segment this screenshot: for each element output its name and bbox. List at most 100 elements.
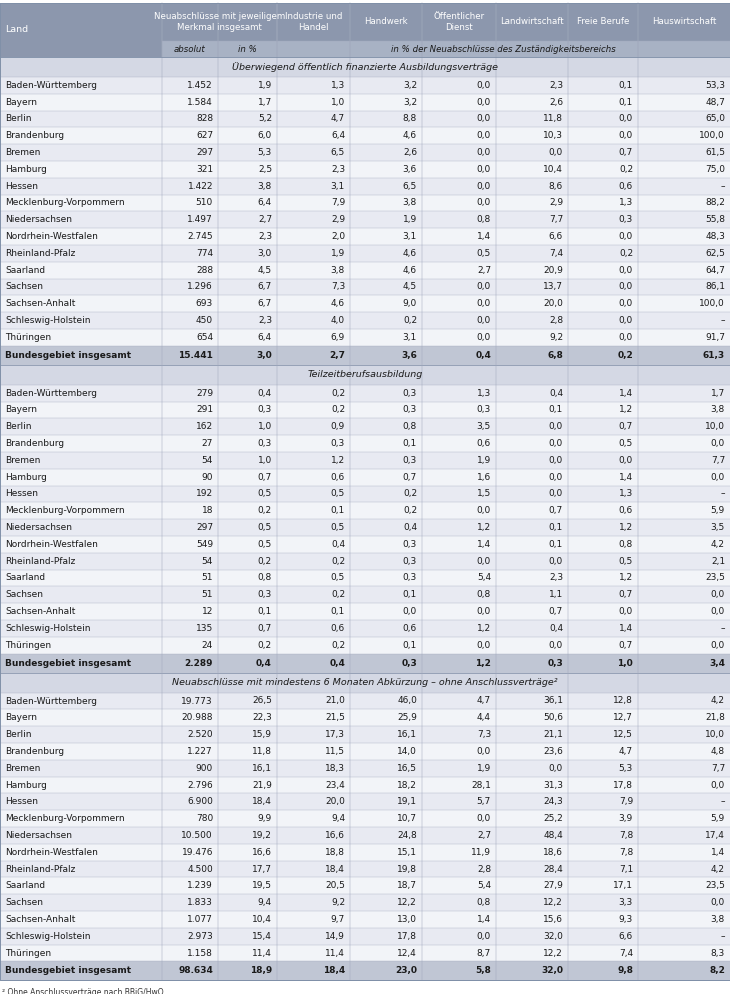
Text: 0,1: 0,1 bbox=[619, 81, 633, 89]
Text: 10,3: 10,3 bbox=[543, 131, 563, 140]
Text: 654: 654 bbox=[196, 333, 213, 342]
Text: 23,4: 23,4 bbox=[326, 780, 345, 789]
Text: 0,0: 0,0 bbox=[477, 81, 491, 89]
Text: 17,4: 17,4 bbox=[705, 831, 725, 840]
Text: 0,5: 0,5 bbox=[619, 557, 633, 566]
Text: 2,8: 2,8 bbox=[477, 865, 491, 874]
Text: Teilzeitberufsausbildung: Teilzeitberufsausbildung bbox=[307, 371, 423, 380]
Text: 510: 510 bbox=[196, 199, 213, 208]
Text: 54: 54 bbox=[201, 456, 213, 465]
Text: 5,4: 5,4 bbox=[477, 574, 491, 582]
Text: 0,1: 0,1 bbox=[549, 523, 563, 532]
Bar bbox=[0, 161, 730, 178]
Text: Hamburg: Hamburg bbox=[5, 780, 47, 789]
Text: 0,2: 0,2 bbox=[619, 248, 633, 257]
Text: 0,0: 0,0 bbox=[477, 282, 491, 291]
Text: Saarland: Saarland bbox=[5, 882, 45, 891]
Text: 10,4: 10,4 bbox=[543, 165, 563, 174]
Text: 1,0: 1,0 bbox=[618, 659, 633, 668]
Text: 0,5: 0,5 bbox=[258, 540, 272, 549]
Text: 0,0: 0,0 bbox=[477, 506, 491, 515]
Text: 3,8: 3,8 bbox=[403, 199, 417, 208]
Text: 5,4: 5,4 bbox=[477, 882, 491, 891]
Text: 90: 90 bbox=[201, 473, 213, 482]
Text: 17,3: 17,3 bbox=[325, 731, 345, 740]
Bar bbox=[0, 911, 730, 927]
Text: 3,6: 3,6 bbox=[401, 351, 417, 360]
Text: 0,0: 0,0 bbox=[549, 473, 563, 482]
Text: 4,7: 4,7 bbox=[331, 114, 345, 123]
Text: 1,0: 1,0 bbox=[258, 422, 272, 431]
Text: 9,4: 9,4 bbox=[331, 814, 345, 823]
Text: Thüringen: Thüringen bbox=[5, 333, 51, 342]
Text: 7,9: 7,9 bbox=[619, 797, 633, 806]
Text: 0,1: 0,1 bbox=[549, 540, 563, 549]
Text: Saarland: Saarland bbox=[5, 265, 45, 274]
Text: 1,0: 1,0 bbox=[331, 97, 345, 106]
Text: –: – bbox=[721, 316, 725, 325]
Text: Nordrhein-Westfalen: Nordrhein-Westfalen bbox=[5, 848, 98, 857]
Text: 0,0: 0,0 bbox=[619, 456, 633, 465]
Text: Schleswig-Holstein: Schleswig-Holstein bbox=[5, 624, 91, 633]
Text: 0,5: 0,5 bbox=[331, 523, 345, 532]
Text: 18,6: 18,6 bbox=[543, 848, 563, 857]
Text: 1,1: 1,1 bbox=[549, 590, 563, 599]
Text: 16,6: 16,6 bbox=[325, 831, 345, 840]
Text: 11,8: 11,8 bbox=[252, 746, 272, 755]
Text: 0,3: 0,3 bbox=[477, 406, 491, 414]
Text: 0,4: 0,4 bbox=[329, 659, 345, 668]
Text: 19.476: 19.476 bbox=[182, 848, 213, 857]
Text: 0,7: 0,7 bbox=[619, 422, 633, 431]
Text: 62,5: 62,5 bbox=[705, 248, 725, 257]
Text: 0,0: 0,0 bbox=[619, 299, 633, 308]
Bar bbox=[0, 759, 730, 776]
Text: 0,8: 0,8 bbox=[403, 422, 417, 431]
Bar bbox=[496, 3, 568, 41]
Text: 0,0: 0,0 bbox=[619, 607, 633, 616]
Text: 0,4: 0,4 bbox=[403, 523, 417, 532]
Text: 0,2: 0,2 bbox=[331, 641, 345, 650]
Text: Baden-Württemberg: Baden-Württemberg bbox=[5, 697, 97, 706]
Text: 48,4: 48,4 bbox=[543, 831, 563, 840]
Text: 3,3: 3,3 bbox=[619, 899, 633, 908]
Text: Baden-Württemberg: Baden-Württemberg bbox=[5, 81, 97, 89]
Text: 18,3: 18,3 bbox=[325, 763, 345, 772]
Text: 31,3: 31,3 bbox=[543, 780, 563, 789]
Text: 1,7: 1,7 bbox=[258, 97, 272, 106]
Text: Handwerk: Handwerk bbox=[364, 18, 408, 27]
Bar bbox=[0, 402, 730, 418]
Text: 3,6: 3,6 bbox=[403, 165, 417, 174]
Bar bbox=[0, 435, 730, 452]
Text: 22,3: 22,3 bbox=[253, 714, 272, 723]
Text: 8,3: 8,3 bbox=[711, 948, 725, 957]
Text: 4,6: 4,6 bbox=[403, 265, 417, 274]
Text: 0,6: 0,6 bbox=[619, 506, 633, 515]
Text: 2,5: 2,5 bbox=[258, 165, 272, 174]
Text: Sachsen-Anhalt: Sachsen-Anhalt bbox=[5, 299, 75, 308]
Text: 0,1: 0,1 bbox=[619, 97, 633, 106]
Text: Bundesgebiet insgesamt: Bundesgebiet insgesamt bbox=[5, 351, 131, 360]
Bar bbox=[422, 3, 496, 41]
Text: 3,5: 3,5 bbox=[711, 523, 725, 532]
Text: 0,0: 0,0 bbox=[549, 763, 563, 772]
Text: 0,3: 0,3 bbox=[403, 456, 417, 465]
Text: Niedersachsen: Niedersachsen bbox=[5, 831, 72, 840]
Text: Niedersachsen: Niedersachsen bbox=[5, 523, 72, 532]
Bar bbox=[0, 743, 730, 759]
Text: 46,0: 46,0 bbox=[397, 697, 417, 706]
Text: 3,2: 3,2 bbox=[403, 97, 417, 106]
Text: 0,1: 0,1 bbox=[403, 439, 417, 448]
Text: 19,5: 19,5 bbox=[252, 882, 272, 891]
Text: 4,0: 4,0 bbox=[331, 316, 345, 325]
Bar bbox=[162, 41, 218, 57]
Text: 0,5: 0,5 bbox=[619, 439, 633, 448]
Text: 18,4: 18,4 bbox=[323, 966, 345, 975]
Bar bbox=[0, 693, 730, 710]
Bar bbox=[0, 57, 730, 77]
Text: 23,6: 23,6 bbox=[543, 746, 563, 755]
Bar bbox=[0, 261, 730, 278]
Text: 21,8: 21,8 bbox=[705, 714, 725, 723]
Text: 20,0: 20,0 bbox=[325, 797, 345, 806]
Text: 0,3: 0,3 bbox=[258, 590, 272, 599]
Text: 12,8: 12,8 bbox=[613, 697, 633, 706]
